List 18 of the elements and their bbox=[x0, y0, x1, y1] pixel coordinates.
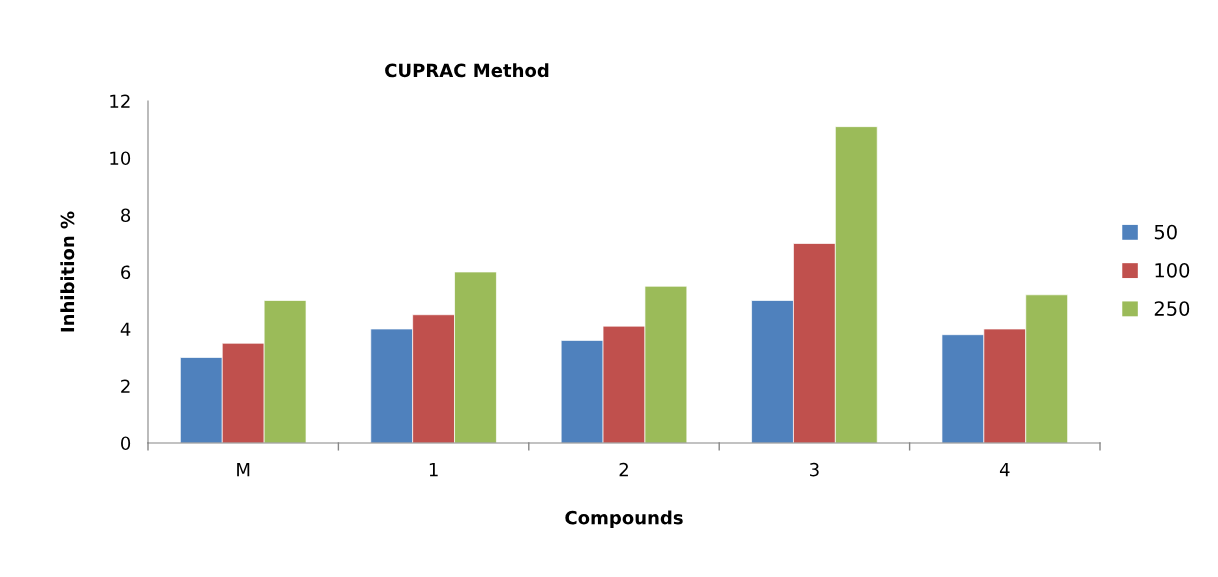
x-axis-title: Compounds bbox=[565, 510, 683, 528]
y-axis-title: Inhibition % bbox=[60, 211, 75, 332]
y-tick-label: 10 bbox=[110, 151, 131, 166]
x-tick-label: 4 bbox=[999, 463, 1010, 477]
y-tick-label: 2 bbox=[121, 379, 130, 393]
y-tick-label: 12 bbox=[110, 94, 130, 108]
x-tick-label: 1 bbox=[429, 463, 438, 477]
chart-title: CUPRAC Method bbox=[385, 63, 549, 78]
y-tick-label: 8 bbox=[121, 208, 131, 223]
x-tick-label: 2 bbox=[619, 462, 628, 477]
x-tick-label: 3 bbox=[810, 462, 819, 477]
y-tick-label: 6 bbox=[121, 265, 131, 280]
legend-label: 100 bbox=[1155, 262, 1190, 278]
x-tick-label: M bbox=[237, 463, 250, 477]
y-tick-label: 4 bbox=[120, 322, 131, 336]
legend-label: 50 bbox=[1154, 224, 1177, 240]
legend-label: 250 bbox=[1154, 301, 1190, 316]
y-tick-label: 0 bbox=[121, 436, 131, 451]
